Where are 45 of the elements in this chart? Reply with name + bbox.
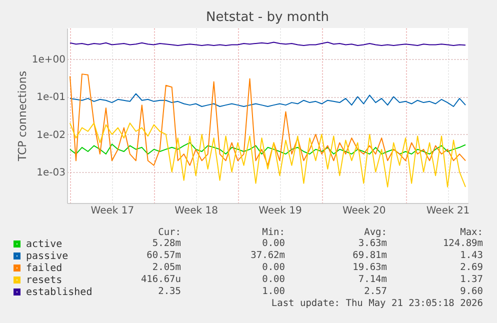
x-tick-label: Week 19 bbox=[258, 206, 302, 216]
x-tick-label: Week 18 bbox=[174, 206, 218, 216]
legend-label: active bbox=[26, 239, 62, 250]
text: Min: bbox=[262, 227, 285, 238]
x-tick-label: Week 21 bbox=[426, 206, 470, 216]
text: 416.67u bbox=[140, 274, 181, 285]
text: 1.00 bbox=[262, 286, 286, 297]
text: 2.69 bbox=[460, 262, 484, 273]
text: 2.57 bbox=[364, 286, 387, 297]
legend-label: passive bbox=[26, 251, 68, 262]
text: 1.43 bbox=[460, 250, 483, 261]
legend-label: failed bbox=[26, 263, 62, 274]
line-series bbox=[69, 142, 466, 155]
text: 37.62m bbox=[250, 250, 286, 261]
y-tick-label: 1e-01 bbox=[36, 92, 66, 104]
line-series bbox=[69, 74, 466, 166]
text: 1.37 bbox=[460, 274, 483, 285]
text: 5.28m bbox=[152, 238, 182, 249]
text: 19.63m bbox=[352, 262, 388, 273]
text: 0.00 bbox=[262, 274, 286, 285]
text: 60.57m bbox=[146, 250, 182, 261]
x-tick-label: Week 17 bbox=[90, 206, 134, 216]
y-axis-title: TCP connections bbox=[16, 70, 29, 162]
y-tick-label: 1e-02 bbox=[36, 130, 66, 141]
y-tick-label: 1e+00 bbox=[32, 54, 66, 66]
text: Cur: bbox=[158, 227, 181, 238]
text: Max: bbox=[460, 227, 483, 238]
text: 124.89m bbox=[442, 238, 484, 249]
text: 69.81m bbox=[352, 250, 388, 261]
y-tick-label: 1e-03 bbox=[36, 167, 66, 178]
text: 9.60 bbox=[460, 286, 484, 297]
text: 2.05m bbox=[152, 262, 182, 273]
x-tick-label: Week 20 bbox=[342, 206, 386, 216]
legend-label: resets bbox=[26, 275, 62, 286]
text: 0.00 bbox=[262, 238, 286, 249]
text: 0.00 bbox=[262, 262, 286, 273]
chart-title: Netstat - by month bbox=[206, 10, 329, 25]
text: 7.14m bbox=[358, 274, 388, 285]
legend-label: established bbox=[26, 287, 92, 298]
line-series bbox=[69, 122, 466, 188]
text: Avg: bbox=[364, 227, 387, 238]
line-series bbox=[69, 93, 466, 107]
text: Last update: Thu May 21 23:05:18 2026 bbox=[271, 298, 484, 309]
text: 3.63m bbox=[358, 238, 388, 249]
text: 2.35 bbox=[158, 286, 181, 297]
